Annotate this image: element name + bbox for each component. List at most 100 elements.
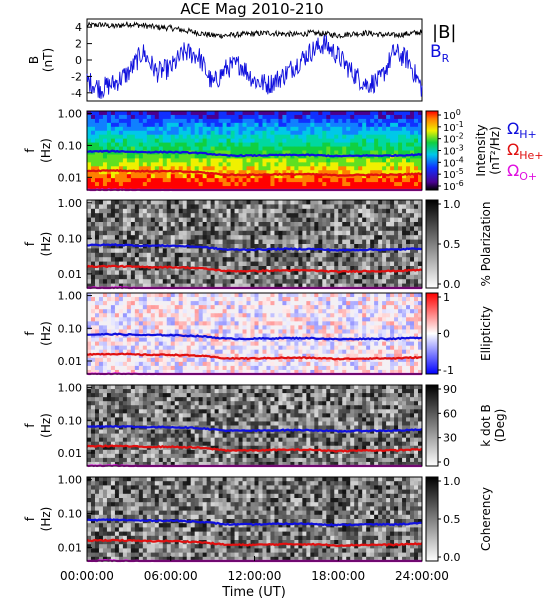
colorbar-tick-label: 1.0 <box>443 475 461 488</box>
panel-frame-ellipticity <box>86 292 423 375</box>
freq-tick-label: 0.01 <box>58 355 83 368</box>
series-br-line <box>86 35 423 99</box>
freq-ylabel: f <box>23 241 37 246</box>
x-tick-label: 24:00:00 <box>395 569 449 583</box>
colorbar-intensity <box>425 110 439 191</box>
b-ylabel-line2: (nT) <box>41 48 55 72</box>
panel-kdotb: 1.00 0.10 0.01 f (Hz) 90 60 30 0 k dot B (Deg) <box>23 382 507 469</box>
freq-tick-label: 0.10 <box>58 322 83 335</box>
colorbar-tick-label: 10-5 <box>443 167 464 181</box>
b-ytick-label: 2 <box>75 38 82 51</box>
freq-ylabel: f <box>23 331 37 336</box>
freq-ylabel-unit: (Hz) <box>39 507 53 532</box>
gyro-line-He-polarization <box>86 264 423 274</box>
colorbar-tick-label: 10-1 <box>443 120 464 134</box>
x-tick-label: 06:00:00 <box>144 569 198 583</box>
x-tick-labels: 00:00:00 06:00:00 12:00:00 18:00:00 24:00:00 <box>60 556 449 583</box>
x-axis-label: Time (UT) <box>221 585 286 600</box>
freq-tick-label: 1.00 <box>58 197 83 210</box>
b-ytick-label: 0 <box>75 54 82 67</box>
colorbar-tick-label: 0 <box>443 456 450 469</box>
colorbar-tick-label: 0.5 <box>443 513 461 526</box>
freq-ylabel: f <box>23 148 37 153</box>
b-ylabel-line1: B <box>27 56 41 64</box>
gyro-legend-he: ΩHe+ <box>507 140 544 162</box>
panel-coherency: 1.00 0.10 0.01 f (Hz) 1.0 0.5 0.0 Coherency <box>23 474 493 564</box>
colorbar-coherency <box>425 476 439 562</box>
colorbar-tick-label: 0.0 <box>443 278 461 291</box>
b-ytick-label: 4 <box>75 21 82 34</box>
colorbar-tick-label: 30 <box>443 432 457 445</box>
freq-tick-label: 1.00 <box>58 382 83 395</box>
freq-ylabel-unit: (Hz) <box>39 232 53 257</box>
legend-b-magnitude: |B| <box>432 22 456 43</box>
colorbar-tick-label: 10-6 <box>443 179 464 193</box>
series-b-magnitude-line <box>86 21 423 39</box>
gyro-line-He-kdotb <box>86 444 423 453</box>
freq-tick-label: 0.01 <box>58 268 83 281</box>
gyro-line-H-ellipticity <box>86 332 423 341</box>
freq-ylabel: f <box>23 423 37 428</box>
panel-ellipticity: 1.00 0.10 0.01 f (Hz) 1 0 -1 Ellipticity <box>23 290 493 377</box>
colorbar-tick-label: 1.0 <box>443 198 461 211</box>
spectral-panels: 1.000.100.01f (Hz)10010-110-210-310-410-5… <box>23 108 507 564</box>
colorbar-tick-label: 0.5 <box>443 238 461 251</box>
spectrogram-intensity <box>87 111 423 191</box>
freq-tick-label: 0.01 <box>58 171 83 184</box>
freq-ylabel: f <box>23 516 37 521</box>
colorbar-tick-label: 10-3 <box>443 144 464 158</box>
freq-tick-label: 1.00 <box>58 108 83 121</box>
freq-tick-label: 0.10 <box>58 232 83 245</box>
colorbar-tick-label: 10-4 <box>443 155 464 169</box>
freq-tick-label: 0.01 <box>58 542 83 555</box>
freq-tick-label: 1.00 <box>58 290 83 303</box>
colorbar-tick-label: 10-2 <box>443 132 464 146</box>
gyro-line-H-coherency <box>86 518 423 527</box>
x-tick-label: 18:00:00 <box>311 569 365 583</box>
colorbar-label-intensity: Intensity <box>474 124 488 176</box>
b-yticks: 4 2 0 -2 -4 <box>71 21 92 100</box>
colorbar-tick-label: 0.0 <box>443 551 461 564</box>
legend-br: BR <box>430 42 450 65</box>
panel-intensity: 1.00 0.10 0.01 f (Hz) 10010-110-210-310-410-5… <box>23 108 502 193</box>
x-tick-label: 12:00:00 <box>228 569 282 583</box>
gyro-line-He-coherency <box>86 538 423 548</box>
gyro-legend-h: ΩH+ <box>507 119 537 141</box>
colorbar-label-kdotb: k dot B <box>479 404 493 446</box>
gyro-line-H-polarization <box>86 243 423 252</box>
spectrogram-polarization <box>87 200 423 289</box>
panel-polarization: 1.00 0.10 0.01 f (Hz) 1.0 0.5 0.0 % Polarization <box>23 197 493 291</box>
colorbar-tick-label: 100 <box>443 108 461 122</box>
gyro-line-H-intensity <box>86 149 423 158</box>
colorbar-kdotb <box>425 384 439 467</box>
colorbar-tick-label: 1 <box>443 291 450 304</box>
freq-ylabel-unit: (Hz) <box>39 413 53 438</box>
panel-frame-kdotb <box>86 384 423 467</box>
colorbar-unit-kdotb: (Deg) <box>493 409 507 443</box>
freq-ylabel-unit: (Hz) <box>39 138 53 163</box>
freq-tick-label: 0.10 <box>58 139 83 152</box>
panel-frame-intensity <box>86 110 423 191</box>
b-plot-area <box>86 21 423 99</box>
panel-frame-polarization <box>86 199 423 289</box>
b-ytick-label: -2 <box>71 70 82 83</box>
colorbar-ellipticity <box>425 292 439 375</box>
freq-ylabel-unit: (Hz) <box>39 321 53 346</box>
freq-tick-label: 0.10 <box>58 414 83 427</box>
colorbar-label-polarization: % Polarization <box>479 202 493 287</box>
colorbar-unit-intensity: (nT²/Hz) <box>488 126 502 174</box>
spectrogram-kdotb <box>87 385 423 467</box>
gyro-line-He-intensity <box>86 169 423 178</box>
gyro-line-He-ellipticity <box>86 352 423 361</box>
figure-title: ACE Mag 2010-210 <box>180 0 323 18</box>
freq-tick-label: 0.10 <box>58 508 83 521</box>
freq-tick-label: 0.01 <box>58 447 83 460</box>
colorbar-tick-label: -1 <box>443 364 454 377</box>
spectrogram-coherency <box>87 477 423 562</box>
b-ytick-label: -4 <box>71 87 82 100</box>
gyro-line-H-kdotb <box>86 424 423 433</box>
colorbar-label-coherency: Coherency <box>479 487 493 551</box>
colorbar-tick-label: 60 <box>443 407 457 420</box>
colorbar-tick-label: 0 <box>443 328 450 341</box>
